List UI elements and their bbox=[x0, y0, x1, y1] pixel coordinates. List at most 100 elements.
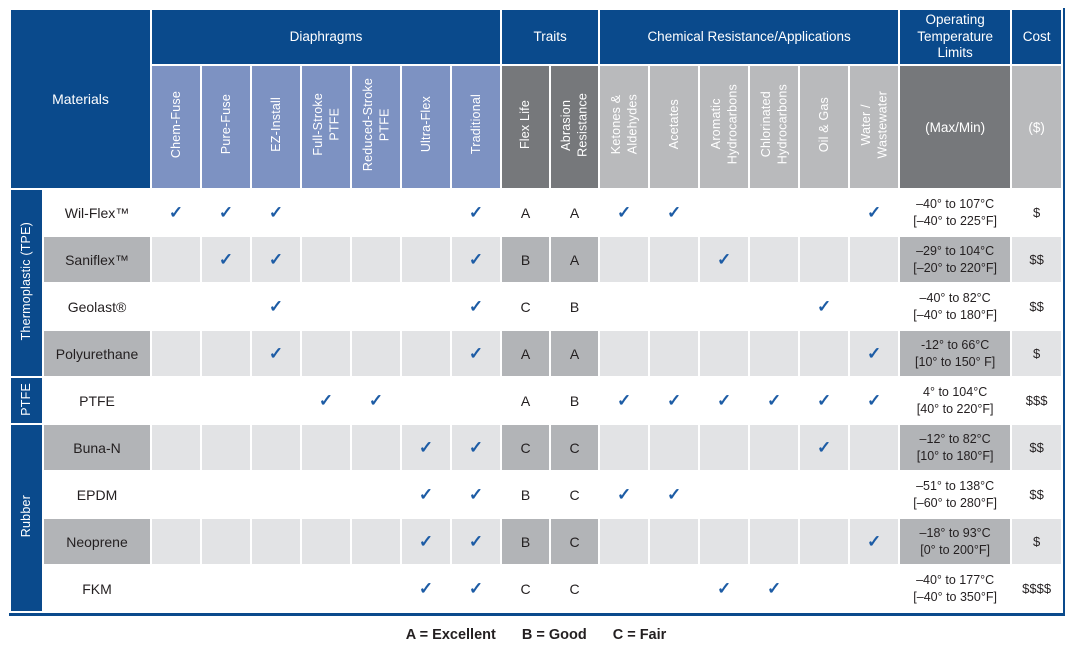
row-group-label-text: Thermoplastic (TPE) bbox=[19, 222, 34, 341]
empty-cell bbox=[700, 284, 749, 329]
abrasion-resistance-grade: A bbox=[551, 331, 599, 376]
col-header-oil-gas: Oil & Gas bbox=[800, 66, 849, 188]
empty-cell bbox=[700, 331, 749, 376]
check-icon: ✓ bbox=[452, 472, 501, 517]
empty-cell bbox=[850, 284, 899, 329]
empty-cell bbox=[202, 566, 251, 611]
table-body: Thermoplastic (TPE) Wil-Flex™ ✓ ✓ ✓ ✓ A A ✓ ✓ ✓ –40… bbox=[11, 190, 1062, 611]
check-icon: ✓ bbox=[452, 425, 501, 470]
col-header-label: Acetates bbox=[666, 99, 681, 150]
empty-cell bbox=[800, 190, 849, 235]
temperature-range: –18° to 93°C [0° to 200°F] bbox=[900, 519, 1011, 564]
cost-value: $$ bbox=[1012, 472, 1062, 517]
check-icon: ✓ bbox=[202, 190, 251, 235]
empty-cell bbox=[352, 472, 401, 517]
empty-cell bbox=[750, 472, 799, 517]
check-icon: ✓ bbox=[800, 425, 849, 470]
empty-cell bbox=[352, 237, 401, 282]
col-header-label: Aromatic Hydrocarbons bbox=[708, 84, 740, 165]
material-name: Saniflex™ bbox=[44, 237, 151, 282]
flex-life-grade: A bbox=[502, 378, 550, 423]
flex-life-grade: B bbox=[502, 472, 550, 517]
col-header-chlorinated-hydrocarbons: Chlorinated Hydrocarbons bbox=[750, 66, 799, 188]
empty-cell bbox=[202, 378, 251, 423]
empty-cell bbox=[202, 284, 251, 329]
material-name: Wil-Flex™ bbox=[44, 190, 151, 235]
check-icon: ✓ bbox=[302, 378, 351, 423]
check-icon: ✓ bbox=[850, 378, 899, 423]
empty-cell bbox=[600, 331, 649, 376]
col-header-aromatic-hydrocarbons: Aromatic Hydrocarbons bbox=[700, 66, 749, 188]
empty-cell bbox=[252, 519, 301, 564]
empty-cell bbox=[650, 237, 699, 282]
check-icon: ✓ bbox=[650, 378, 699, 423]
check-icon: ✓ bbox=[600, 378, 649, 423]
legend-item-excellent: A = Excellent bbox=[405, 627, 496, 643]
cost-value: $ bbox=[1012, 190, 1062, 235]
check-icon: ✓ bbox=[452, 519, 501, 564]
material-name: FKM bbox=[44, 566, 151, 611]
empty-cell bbox=[252, 472, 301, 517]
abrasion-resistance-grade: C bbox=[551, 425, 599, 470]
temperature-range: –29° to 104°C [–20° to 220°F] bbox=[900, 237, 1011, 282]
table-row: Geolast® ✓ ✓ C B ✓ –40° to 82°C [–40° to 180°F… bbox=[11, 284, 1062, 329]
header-band-row: Materials Diaphragms Traits Chemical Res… bbox=[11, 10, 1062, 188]
empty-cell bbox=[600, 519, 649, 564]
row-group-label-text: Rubber bbox=[19, 495, 34, 538]
col-header-label: Ultra-Flex bbox=[418, 96, 433, 153]
empty-cell bbox=[152, 519, 201, 564]
check-icon: ✓ bbox=[402, 519, 451, 564]
header-subcolumns-row: Chem-Fuse Pure-Fuse EZ-Install Full-Stro… bbox=[11, 66, 1062, 188]
row-group-label-text: PTFE bbox=[19, 382, 34, 416]
legend-item-fair: C = Fair bbox=[612, 627, 667, 643]
col-header-water-wastewater: Water / Wastewater bbox=[850, 66, 899, 188]
empty-cell bbox=[750, 190, 799, 235]
table-header: Materials Diaphragms Traits Chemical Res… bbox=[11, 10, 1062, 188]
empty-cell bbox=[850, 237, 899, 282]
flex-life-grade: C bbox=[502, 425, 550, 470]
empty-cell bbox=[750, 425, 799, 470]
empty-cell bbox=[700, 425, 749, 470]
flex-life-grade: B bbox=[502, 519, 550, 564]
check-icon: ✓ bbox=[152, 190, 201, 235]
empty-cell bbox=[302, 425, 351, 470]
empty-cell bbox=[700, 190, 749, 235]
col-header-ultra-flex: Ultra-Flex bbox=[402, 66, 451, 188]
empty-cell bbox=[352, 284, 401, 329]
check-icon: ✓ bbox=[700, 566, 749, 611]
empty-cell bbox=[850, 425, 899, 470]
check-icon: ✓ bbox=[600, 472, 649, 517]
empty-cell bbox=[750, 519, 799, 564]
empty-cell bbox=[252, 425, 301, 470]
temperature-range: –40° to 177°C [–40° to 350°F] bbox=[900, 566, 1011, 611]
empty-cell bbox=[152, 566, 201, 611]
empty-cell bbox=[152, 284, 201, 329]
col-header-flex-life: Flex Life bbox=[502, 66, 550, 188]
abrasion-resistance-grade: B bbox=[551, 284, 599, 329]
temperature-range: -12° to 66°C [10° to 150° F] bbox=[900, 331, 1011, 376]
check-icon: ✓ bbox=[700, 237, 749, 282]
empty-cell bbox=[800, 331, 849, 376]
empty-cell bbox=[352, 190, 401, 235]
empty-cell bbox=[452, 378, 501, 423]
empty-cell bbox=[252, 378, 301, 423]
empty-cell bbox=[302, 566, 351, 611]
material-name: PTFE bbox=[44, 378, 151, 423]
col-header-label: Reduced-Stroke PTFE bbox=[360, 77, 392, 172]
table-row: Rubber Buna-N ✓ ✓ C C ✓ –12° to 82°C [10° to 18… bbox=[11, 425, 1062, 611]
empty-cell bbox=[700, 519, 749, 564]
header-group-diaphragms: Diaphragms bbox=[152, 10, 501, 64]
col-header-acetates: Acetates bbox=[650, 66, 699, 188]
col-header-pure-fuse: Pure-Fuse bbox=[202, 66, 251, 188]
temperature-range: –51° to 138°C [–60° to 280°F] bbox=[900, 472, 1011, 517]
empty-cell bbox=[800, 566, 849, 611]
temperature-range: –40° to 107°C [–40° to 225°F] bbox=[900, 190, 1011, 235]
materials-comparison-table-wrap: Materials Diaphragms Traits Chemical Res… bbox=[9, 8, 1065, 616]
empty-cell bbox=[302, 237, 351, 282]
check-icon: ✓ bbox=[600, 190, 649, 235]
check-icon: ✓ bbox=[650, 190, 699, 235]
table-row: PTFE PTFE ✓ ✓ A B ✓ ✓ ✓ ✓ ✓ ✓ 4° to 104°C [40° to 22… bbox=[11, 378, 1062, 423]
empty-cell bbox=[202, 472, 251, 517]
empty-cell bbox=[152, 378, 201, 423]
col-header-abrasion-resistance: Abrasion Resistance bbox=[551, 66, 599, 188]
